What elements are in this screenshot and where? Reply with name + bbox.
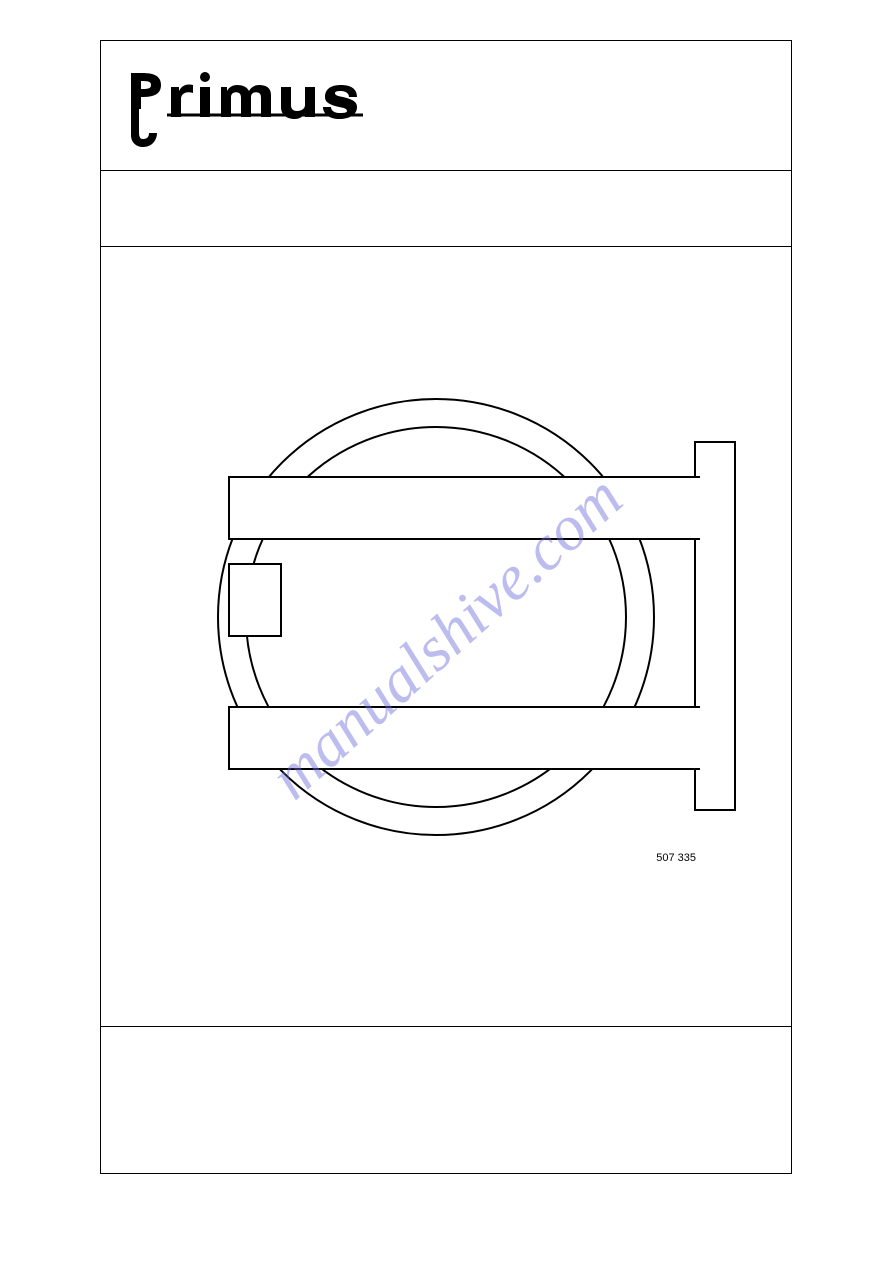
page-border: 507 335 manualshive.com: [100, 40, 792, 1174]
top-bar: [229, 477, 699, 539]
bottom-bar: [229, 707, 699, 769]
diagram-section: 507 335 manualshive.com: [101, 247, 791, 1027]
figure-number: 507 335: [656, 852, 696, 864]
primus-logo: [123, 59, 443, 149]
right-block: [695, 442, 735, 810]
logo-section: [101, 41, 791, 171]
footer-section: [101, 1027, 791, 1172]
technical-diagram: [171, 392, 736, 852]
title-section: [101, 171, 791, 247]
left-block: [229, 564, 281, 636]
